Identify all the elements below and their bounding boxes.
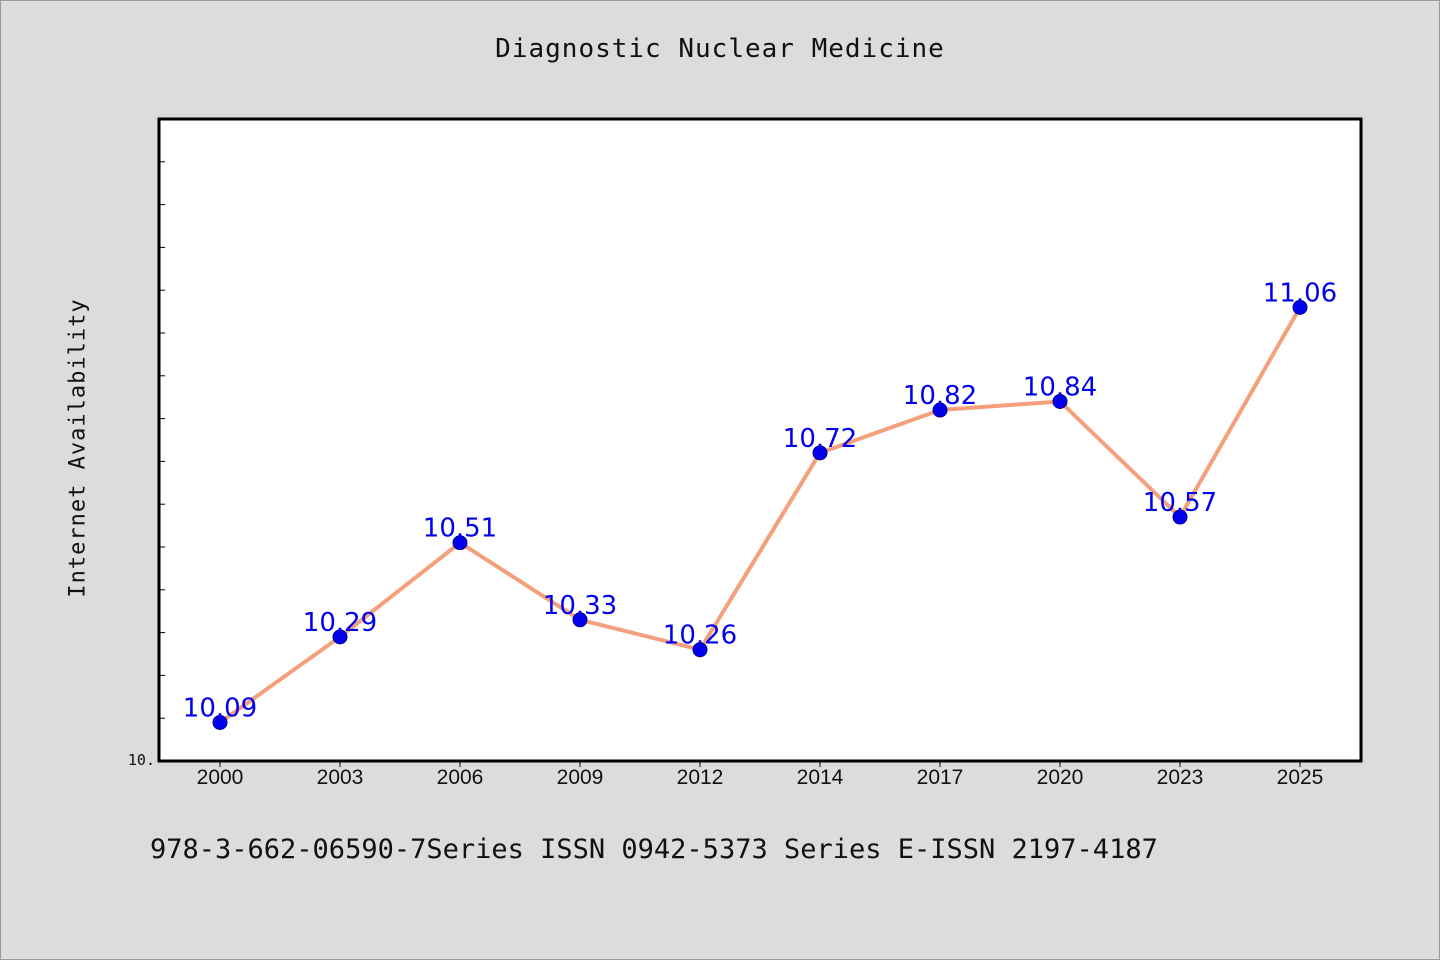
- x-tick-label: 2020: [1037, 766, 1084, 789]
- data-point: [212, 714, 228, 730]
- data-point: [572, 612, 588, 628]
- data-label: 10.82: [903, 381, 977, 411]
- x-tick-label: 2003: [317, 766, 364, 789]
- data-point: [452, 535, 468, 551]
- x-tick-label: 2009: [557, 766, 604, 789]
- chart-title: Diagnostic Nuclear Medicine: [495, 34, 945, 64]
- data-point: [332, 629, 348, 645]
- data-label: 10.09: [183, 693, 257, 723]
- x-tick-label: 2017: [917, 766, 964, 789]
- data-label: 11.06: [1263, 278, 1337, 308]
- data-point: [932, 402, 948, 418]
- x-tick-label: 2006: [437, 766, 484, 789]
- x-tick-label: 2025: [1277, 766, 1324, 789]
- data-point: [1292, 299, 1308, 315]
- plot-area: [159, 119, 1361, 761]
- footer-isbn-text: 978-3-662-06590-7Series ISSN 0942-5373 S…: [150, 834, 1158, 865]
- x-tick-label: 2014: [797, 766, 844, 789]
- x-tick-label: 2023: [1157, 766, 1204, 789]
- data-label: 10.33: [543, 591, 617, 621]
- y-tick-label: 10.: [128, 751, 155, 769]
- data-point: [1052, 393, 1068, 409]
- data-point: [692, 642, 708, 658]
- data-label: 10.72: [783, 424, 857, 454]
- series-line: [218, 305, 1302, 725]
- data-label: 10.29: [303, 608, 377, 638]
- data-label: 10.51: [423, 514, 497, 544]
- x-tick-label: 2012: [677, 766, 724, 789]
- plot-frame: [157, 117, 1363, 763]
- data-label: 10.26: [663, 621, 737, 651]
- data-label: 10.84: [1023, 372, 1097, 402]
- data-label: 10.57: [1143, 488, 1217, 518]
- x-tick-label: 2000: [197, 766, 244, 789]
- data-point: [812, 445, 828, 461]
- data-point: [1172, 509, 1188, 525]
